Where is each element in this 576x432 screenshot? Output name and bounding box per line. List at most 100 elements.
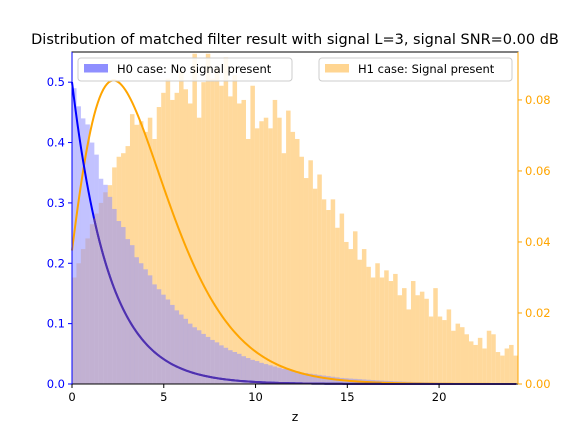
- h1-bar: [384, 270, 389, 384]
- x-tick-label: 0: [68, 390, 75, 404]
- h1-bar: [379, 277, 385, 384]
- h1-bar: [361, 249, 367, 384]
- h1-bar: [335, 227, 340, 384]
- h0-bar: [214, 342, 220, 384]
- right-tick-label: 0.00: [525, 377, 551, 391]
- h1-bar: [464, 334, 469, 384]
- left-tick-label: 0.3: [47, 196, 65, 210]
- h0-bar: [129, 245, 135, 384]
- x-tick-label: 20: [432, 390, 447, 404]
- x-tick-label: 5: [160, 390, 167, 404]
- h0-bar: [241, 356, 246, 384]
- h0-bar: [308, 373, 313, 384]
- h0-bar: [330, 376, 336, 384]
- h1-bar: [245, 138, 251, 384]
- x-tick-label: 10: [248, 390, 263, 404]
- h1-bar: [460, 327, 465, 384]
- h1-bar: [317, 174, 322, 384]
- legend-h1-label: H1 case: Signal present: [358, 62, 495, 76]
- h0-bar: [85, 124, 90, 384]
- h1-bar: [495, 352, 501, 384]
- h0-bar: [192, 327, 197, 384]
- h0-bar: [272, 366, 278, 384]
- left-tick-label: 0.0: [47, 377, 65, 391]
- h1-bar: [147, 117, 153, 384]
- h1-bar: [219, 85, 224, 384]
- h1-bar: [437, 316, 443, 384]
- h0-bar: [143, 269, 148, 384]
- h0-bar: [237, 353, 242, 384]
- h0-bar: [134, 257, 139, 384]
- h0-bar: [161, 294, 166, 384]
- x-axis-label: z: [292, 409, 299, 424]
- h1-bar: [330, 199, 336, 384]
- h1-bar: [201, 82, 206, 385]
- left-tick-label: 0.5: [47, 75, 65, 89]
- h1-bar: [250, 85, 255, 384]
- h1-bar: [433, 288, 438, 384]
- h1-bar: [500, 355, 505, 384]
- h0-bar: [281, 368, 287, 384]
- h0-bar: [165, 299, 171, 384]
- h1-bar: [357, 259, 362, 384]
- h1-bar: [165, 78, 171, 384]
- h1-bar: [352, 231, 358, 384]
- chart-title: Distribution of matched filter result wi…: [31, 32, 559, 48]
- h1-bar: [486, 330, 492, 384]
- h1-bar: [187, 103, 193, 385]
- h1-bar: [397, 295, 403, 384]
- h1-bar: [451, 330, 456, 384]
- h1-bar: [179, 71, 184, 384]
- h1-bar: [455, 323, 461, 384]
- h0-bar: [80, 118, 86, 385]
- h0-bar: [299, 372, 304, 384]
- legend-h0: H0 case: No signal present: [77, 57, 293, 82]
- left-tick-label: 0.4: [47, 136, 65, 150]
- h0-bar: [268, 365, 273, 384]
- h1-bar: [183, 89, 189, 384]
- h1-bar: [277, 117, 282, 384]
- h0-bar: [317, 374, 322, 384]
- h0-bar: [219, 345, 224, 384]
- h1-bar: [339, 213, 345, 384]
- legend-h0-box: [77, 57, 293, 82]
- h1-bar: [468, 341, 474, 384]
- h1-bar: [268, 128, 273, 384]
- h0-bar: [259, 362, 264, 384]
- h0-bar: [156, 289, 162, 384]
- h0-bar: [103, 184, 108, 384]
- h0-bar: [138, 263, 144, 384]
- h1-bar: [513, 355, 519, 384]
- h1-bar: [442, 320, 447, 384]
- h0-bar: [277, 367, 282, 384]
- x-axis: 0 5 10 15 20: [68, 384, 446, 404]
- h1-bar: [473, 344, 478, 384]
- h0-bar: [210, 339, 215, 384]
- legend-h1-box: [318, 57, 513, 82]
- h1-bar: [312, 188, 318, 384]
- h1-bar: [138, 121, 144, 385]
- h1-bar: [509, 344, 514, 384]
- h1-bar: [196, 117, 202, 384]
- h1-bar: [308, 160, 313, 384]
- h1-bar: [214, 67, 220, 384]
- h0-bar: [321, 375, 327, 384]
- h0-bar: [152, 284, 157, 384]
- h1-bar: [259, 121, 264, 385]
- h1-bar: [477, 337, 483, 384]
- h0-bar: [290, 370, 296, 384]
- h0-bar: [245, 358, 251, 384]
- h0-bar: [201, 333, 206, 384]
- h1-bar: [272, 99, 278, 384]
- h1-bar: [402, 288, 407, 384]
- h1-bar: [428, 316, 434, 384]
- h1-bar: [290, 131, 296, 384]
- legend-h0-swatch: [84, 64, 108, 73]
- h0-bar: [174, 310, 180, 384]
- h1-bar: [223, 57, 229, 384]
- h1-bar: [295, 138, 300, 384]
- left-tick-label: 0.2: [47, 256, 65, 270]
- right-tick-label: 0.04: [525, 235, 551, 249]
- h0-bar: [286, 369, 291, 384]
